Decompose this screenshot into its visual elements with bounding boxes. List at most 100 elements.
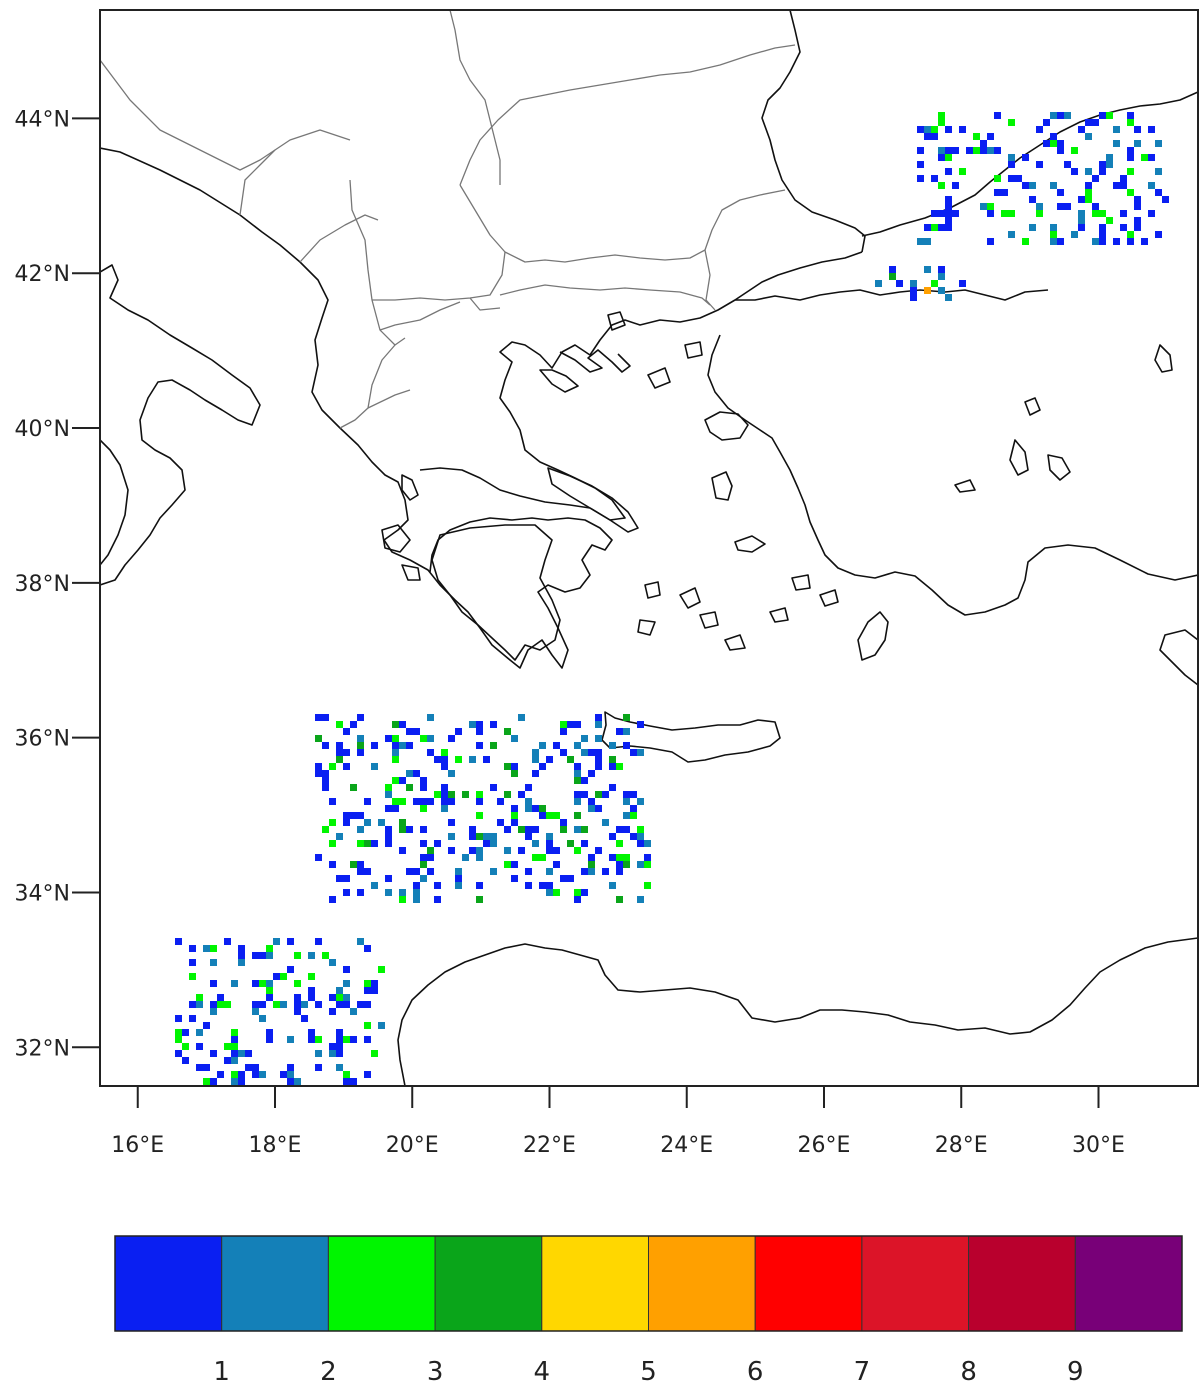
precipitation-cell [539,742,546,749]
precipitation-cell [931,210,938,217]
precipitation-cell [350,861,357,868]
precipitation-cell [259,1071,266,1078]
precipitation-cell [315,854,322,861]
precipitation-cell [315,1001,322,1008]
precipitation-cell [623,826,630,833]
precipitation-cell [371,1050,378,1057]
precipitation-cell [329,1050,336,1057]
precipitation-cell [525,798,532,805]
precipitation-cell [385,875,392,882]
precipitation-cell [224,1001,231,1008]
precipitation-cell [399,742,406,749]
precipitation-cell [602,819,609,826]
precipitation-cell [1050,112,1057,119]
precipitation-cell [1029,196,1036,203]
precipitation-cell [399,777,406,784]
precipitation-cell [427,735,434,742]
color-bar-label: 7 [854,1357,871,1384]
precipitation-cell [336,994,343,1001]
precipitation-cell [231,1036,238,1043]
precipitation-cell [175,1015,182,1022]
precipitation-cell [980,147,987,154]
precipitation-cell [385,826,392,833]
precipitation-cell [504,861,511,868]
precipitation-cell [532,840,539,847]
precipitation-cell [1050,231,1057,238]
precipitation-cell [994,147,1001,154]
precipitation-cell [637,833,644,840]
precipitation-cell [469,826,476,833]
precipitation-cell [1050,238,1057,245]
precipitation-cell [959,168,966,175]
precipitation-cell [469,847,476,854]
precipitation-cell [987,203,994,210]
precipitation-cell [504,728,511,735]
precipitation-cell [217,994,224,1001]
precipitation-cell [490,868,497,875]
precipitation-cell [1078,210,1085,217]
lon-tick-label: 28°E [935,1133,988,1158]
precipitation-cell [350,721,357,728]
precipitation-cell [889,266,896,273]
precipitation-cell [413,798,420,805]
precipitation-cell [1099,161,1106,168]
precipitation-cell [343,875,350,882]
precipitation-cell [1050,140,1057,147]
precipitation-cell [581,791,588,798]
precipitation-cell [427,714,434,721]
precipitation-cell [945,210,952,217]
precipitation-cell [637,749,644,756]
precipitation-cell [273,938,280,945]
precipitation-cell [1134,224,1141,231]
precipitation-cell [924,224,931,231]
precipitation-cell [329,798,336,805]
precipitation-cell [294,994,301,1001]
precipitation-cell [938,182,945,189]
precipitation-cell [525,784,532,791]
precipitation-cell [532,770,539,777]
precipitation-cell [1141,154,1148,161]
precipitation-cell [574,889,581,896]
precipitation-cell [245,1050,252,1057]
precipitation-cell [217,1071,224,1078]
precipitation-cell [1008,161,1015,168]
precipitation-cell [574,798,581,805]
precipitation-cell [406,728,413,735]
lat-tick-label: 42°N [15,262,70,287]
precipitation-cell [448,735,455,742]
precipitation-cell [1113,182,1120,189]
precipitation-cell [616,854,623,861]
precipitation-cell [1092,203,1099,210]
color-bar-swatch [114,1235,223,1332]
precipitation-cell [945,203,952,210]
precipitation-cell [413,868,420,875]
precipitation-cell [1085,189,1092,196]
precipitation-cell [336,1064,343,1071]
precipitation-cell [476,896,483,903]
precipitation-cell [357,861,364,868]
precipitation-cell [511,875,518,882]
precipitation-cell [231,1050,238,1057]
precipitation-cell [1085,182,1092,189]
precipitation-cell [980,140,987,147]
color-bar-swatch [968,1235,1076,1332]
precipitation-cell [623,854,630,861]
precipitation-cell [392,749,399,756]
precipitation-cell [546,812,553,819]
precipitation-cell [434,896,441,903]
precipitation-cell [560,749,567,756]
precipitation-cell [1022,154,1029,161]
precipitation-cell [910,287,917,294]
precipitation-cell [231,1071,238,1078]
precipitation-cell [210,1078,217,1085]
precipitation-cell [1050,182,1057,189]
precipitation-cell [343,728,350,735]
precipitation-cell [980,203,987,210]
precipitation-cell [378,1022,385,1029]
precipitation-cell [266,1029,273,1036]
precipitation-cell [266,987,273,994]
color-bar-label: 9 [1067,1357,1084,1384]
precipitation-cell [630,749,637,756]
precipitation-cell [287,966,294,973]
